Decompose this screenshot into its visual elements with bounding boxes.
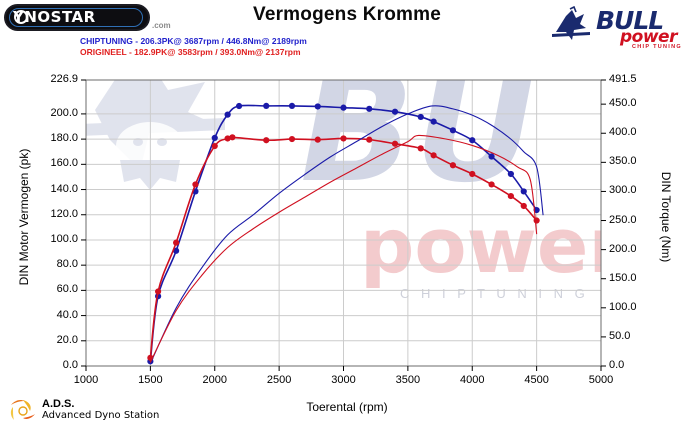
y-tick-left-5: 100.0 [50, 232, 78, 245]
legend-item-chiptuning: CHIPTUNING - 206.3PK@ 3687rpm / 446.8Nm@… [80, 36, 307, 46]
y-tick-right-10: 491.5 [609, 73, 637, 85]
x-axis-label: Toerental (rpm) [306, 400, 388, 414]
y-tick-left-8: 160.0 [50, 157, 78, 170]
x-tick-3: 2500 [266, 374, 292, 386]
bull-wordmark: BULL [596, 6, 664, 35]
y-tick-left-6: 120.0 [50, 207, 78, 220]
y-tick-left-3: 60.0 [56, 283, 78, 296]
x-tick-8: 5000 [588, 374, 614, 386]
y-tick-left-7: 140.0 [50, 182, 78, 195]
bull-icon [550, 6, 596, 46]
y-tick-left-4: 80.0 [56, 258, 78, 271]
x-tick-6: 4000 [460, 374, 485, 386]
y-tick-right-6: 300.0 [609, 184, 637, 197]
dynostar-logo: YNOSTAR .com [4, 4, 171, 34]
y-tick-right-9: 450.0 [609, 97, 637, 110]
y-tick-left-9: 180.0 [50, 132, 78, 145]
y-tick-right-2: 100.0 [609, 300, 637, 313]
bull-power-logo: BULL power CHIP TUNING [548, 2, 688, 52]
chip-tuning-tagline: CHIP TUNING [632, 44, 682, 50]
y-tick-left-11: 226.9 [50, 73, 78, 85]
y-tick-right-7: 350.0 [609, 155, 637, 168]
y-tick-right-0: 0.0 [609, 359, 625, 371]
dynostar-wordmark: YNOSTAR [13, 8, 96, 26]
ads-logo-icon [8, 398, 38, 424]
x-tick-5: 3500 [395, 374, 421, 386]
dynostar-d-glyph [14, 10, 28, 24]
y-tick-right-3: 150.0 [609, 271, 637, 284]
footer-title: A.D.S. [42, 398, 75, 410]
footer-subtitle: Advanced Dyno Station [42, 410, 160, 421]
y-tick-right-1: 50.0 [609, 329, 631, 342]
x-tick-7: 4500 [524, 374, 549, 386]
y-tick-left-10: 200.0 [50, 106, 78, 119]
x-tick-2: 2000 [202, 374, 227, 386]
x-tick-1: 1500 [138, 374, 163, 386]
svg-text:C H I P T U N I N G: C H I P T U N I N G [400, 286, 589, 301]
dynostar-domain-suffix: .com [152, 21, 171, 30]
y-tick-left-2: 40.0 [56, 308, 78, 321]
x-tick-0: 1000 [73, 374, 99, 386]
y-tick-left-1: 20.0 [56, 333, 78, 346]
x-tick-4: 3000 [331, 374, 356, 386]
legend-item-origineel: ORIGINEEL - 182.9PK@ 3583rpm / 393.0Nm@ … [80, 47, 301, 57]
legend: CHIPTUNING - 206.3PK@ 3687rpm / 446.8Nm@… [80, 36, 307, 58]
dynostar-inner-outline [9, 8, 143, 27]
y-tick-right-4: 200.0 [609, 242, 637, 255]
page-title: Vermogens Kromme [253, 4, 441, 25]
y-tick-left-0: 0.0 [62, 359, 78, 371]
y-tick-right-5: 250.0 [609, 213, 637, 226]
y-tick-right-8: 400.0 [609, 126, 637, 139]
power-wordmark: power [620, 27, 677, 47]
svg-text:power: power [360, 201, 626, 290]
plot-area: BU power C H I P T U N I N G DIN Motor Ver… [0, 60, 694, 414]
